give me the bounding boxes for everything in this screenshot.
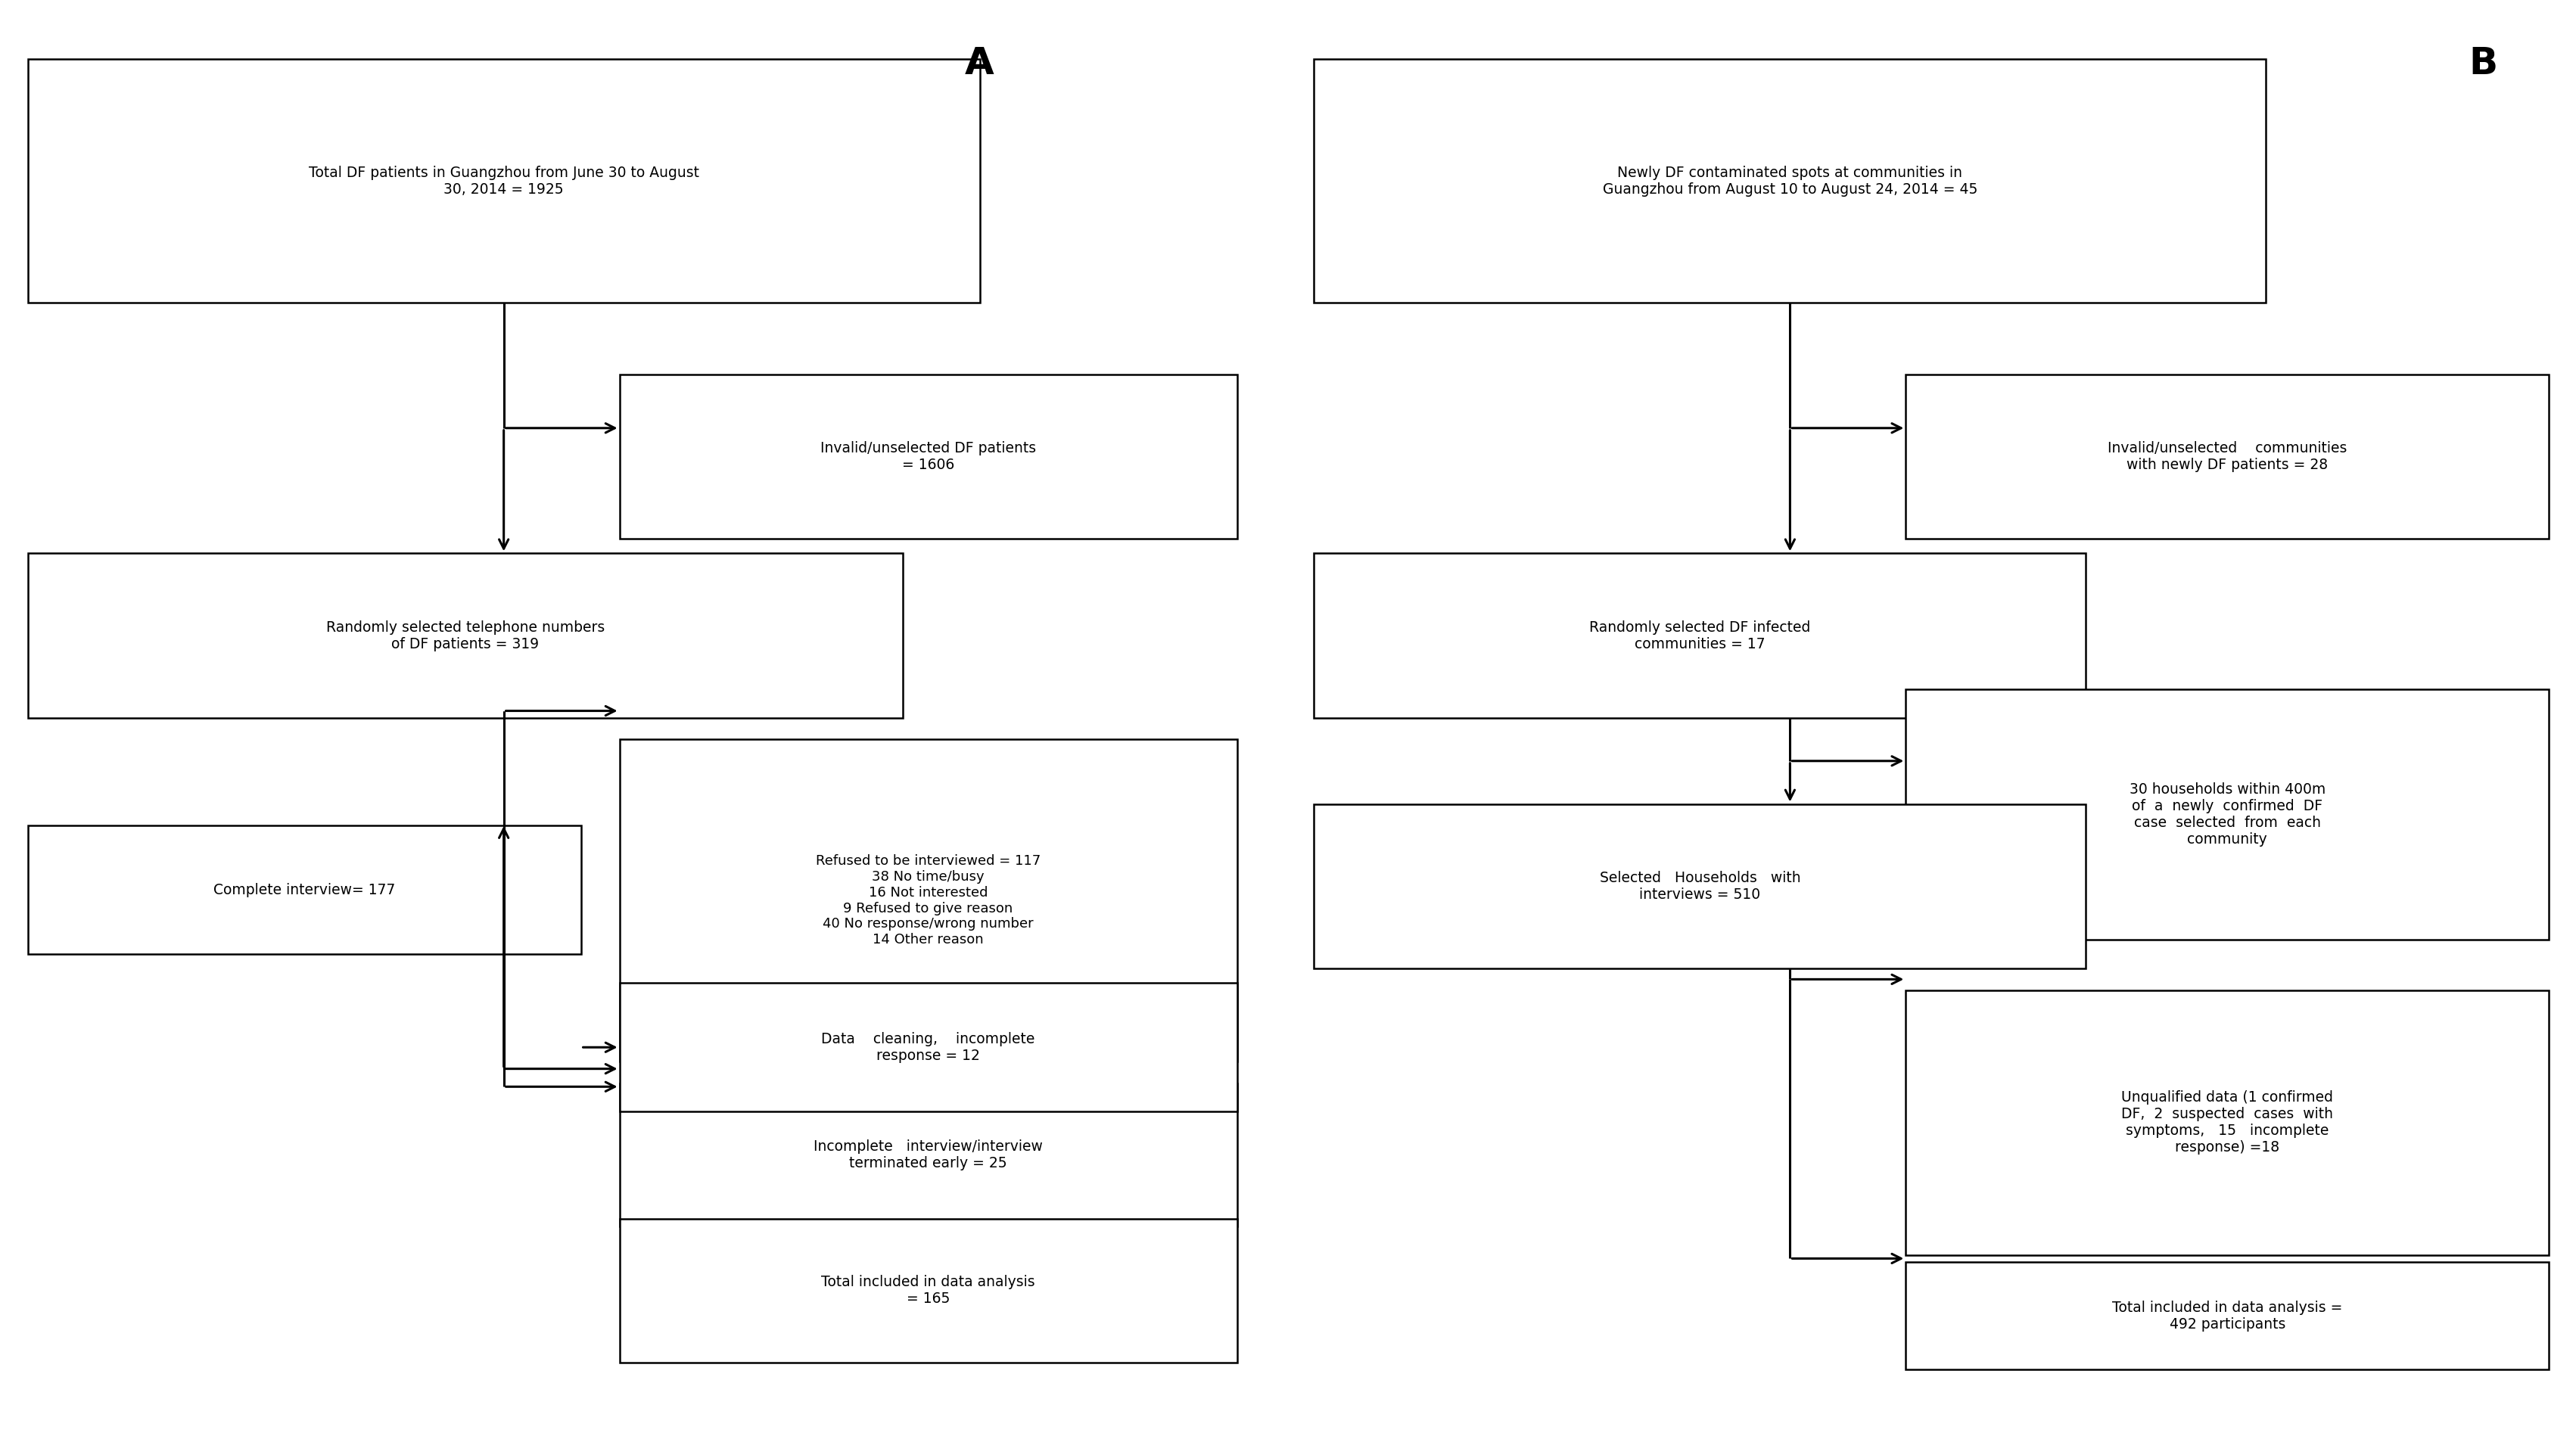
Text: B: B <box>2468 45 2496 82</box>
FancyBboxPatch shape <box>1314 59 2264 303</box>
Text: Total DF patients in Guangzhou from June 30 to August
30, 2014 = 1925: Total DF patients in Guangzhou from June… <box>309 165 698 197</box>
FancyBboxPatch shape <box>1906 989 2548 1255</box>
FancyBboxPatch shape <box>1314 553 2084 718</box>
Text: Total included in data analysis
= 165: Total included in data analysis = 165 <box>822 1275 1036 1307</box>
FancyBboxPatch shape <box>618 1083 1236 1226</box>
FancyBboxPatch shape <box>28 553 902 718</box>
FancyBboxPatch shape <box>618 1219 1236 1363</box>
Text: Randomly selected telephone numbers
of DF patients = 319: Randomly selected telephone numbers of D… <box>325 620 605 651</box>
FancyBboxPatch shape <box>618 740 1236 1061</box>
FancyBboxPatch shape <box>28 826 580 955</box>
FancyBboxPatch shape <box>1906 689 2548 941</box>
Text: Complete interview= 177: Complete interview= 177 <box>214 883 394 898</box>
FancyBboxPatch shape <box>28 59 979 303</box>
FancyBboxPatch shape <box>1906 1262 2548 1370</box>
Text: 30 households within 400m
of  a  newly  confirmed  DF
case  selected  from  each: 30 households within 400m of a newly con… <box>2128 783 2324 847</box>
Text: Invalid/unselected    communities
with newly DF patients = 28: Invalid/unselected communities with newl… <box>2107 441 2347 472</box>
Text: Total included in data analysis =
492 participants: Total included in data analysis = 492 pa… <box>2112 1300 2342 1331</box>
Text: Selected   Households   with
interviews = 510: Selected Households with interviews = 51… <box>1600 870 1801 902</box>
FancyBboxPatch shape <box>618 982 1236 1111</box>
Text: Randomly selected DF infected
communities = 17: Randomly selected DF infected communitie… <box>1589 620 1811 651</box>
Text: Incomplete   interview/interview
terminated early = 25: Incomplete interview/interview terminate… <box>814 1139 1043 1170</box>
Text: Refused to be interviewed = 117
38 No time/busy
16 Not interested
9 Refused to g: Refused to be interviewed = 117 38 No ti… <box>817 854 1041 946</box>
Text: Newly DF contaminated spots at communities in
Guangzhou from August 10 to August: Newly DF contaminated spots at communiti… <box>1602 165 1976 197</box>
Text: A: A <box>966 45 994 82</box>
FancyBboxPatch shape <box>1906 375 2548 538</box>
FancyBboxPatch shape <box>1314 804 2084 968</box>
FancyBboxPatch shape <box>618 375 1236 538</box>
Text: Unqualified data (1 confirmed
DF,  2  suspected  cases  with
symptoms,   15   in: Unqualified data (1 confirmed DF, 2 susp… <box>2120 1090 2334 1155</box>
Text: Invalid/unselected DF patients
= 1606: Invalid/unselected DF patients = 1606 <box>819 441 1036 472</box>
Text: Data    cleaning,    incomplete
response = 12: Data cleaning, incomplete response = 12 <box>822 1032 1036 1063</box>
